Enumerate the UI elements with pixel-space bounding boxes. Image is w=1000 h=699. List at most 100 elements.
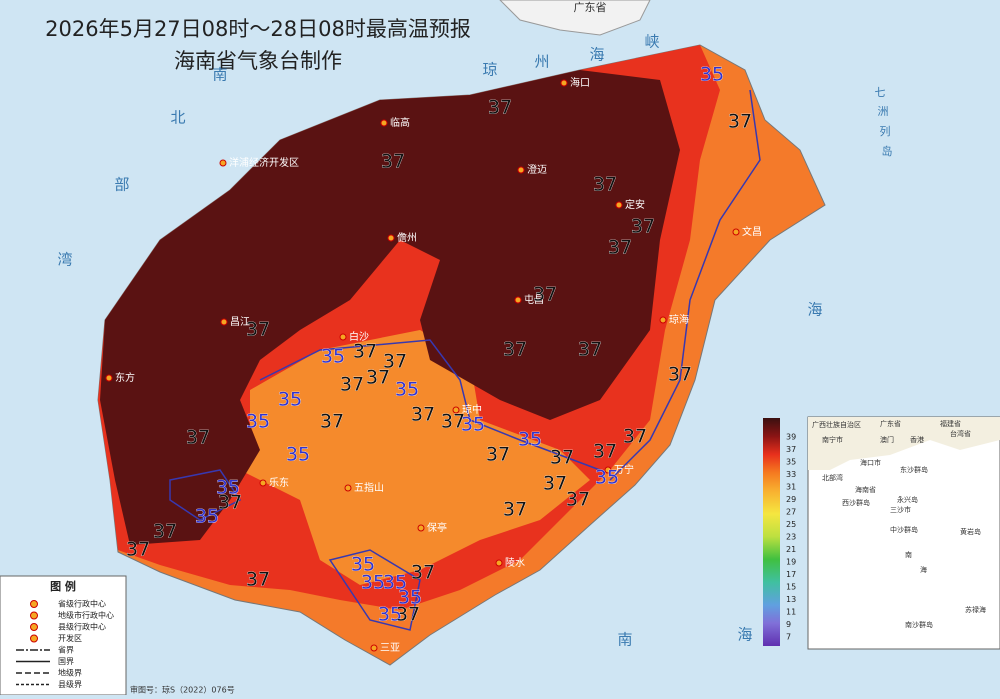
city-label: 琼中	[462, 403, 482, 416]
contour-label: 37	[593, 441, 617, 463]
city-label: 文昌	[742, 225, 762, 238]
city-label: 儋州	[397, 231, 417, 244]
city-dot	[259, 479, 267, 487]
island-orange-core	[240, 330, 590, 585]
inset-label: 三沙市	[890, 505, 911, 514]
city-dot	[417, 524, 425, 532]
city-dot	[514, 296, 522, 304]
sea-label: 海	[737, 626, 752, 644]
colorbar-tick: 9	[786, 620, 791, 629]
city-label: 乐东	[269, 476, 289, 489]
legend-item: 开发区	[58, 633, 82, 643]
city-label: 屯昌	[524, 293, 544, 306]
city-dot	[380, 119, 388, 127]
city-dot	[452, 406, 460, 414]
city-dot	[604, 466, 612, 474]
sea-label: 南	[617, 631, 632, 649]
contour-label: 35	[518, 429, 542, 451]
sea-label: 湾	[57, 251, 72, 269]
legend-item: 县级行政中心	[58, 622, 106, 632]
city-dot	[105, 374, 113, 382]
contour-label: 37	[246, 569, 270, 591]
contour-label: 37	[550, 447, 574, 469]
subtitle: 海南省气象台制作	[174, 49, 342, 73]
legend-box	[0, 575, 127, 696]
inset-label: 广西壮族自治区	[812, 420, 861, 429]
city-dot	[370, 644, 378, 652]
legend-item: 省级行政中心	[58, 599, 106, 609]
contour-label: 35	[351, 554, 375, 576]
inset-label: 海口市	[860, 458, 881, 467]
city-label: 万宁	[614, 463, 634, 476]
legend-item: 县级界	[58, 679, 82, 689]
contour-label: 37	[320, 411, 344, 433]
colorbar-tick: 27	[786, 508, 796, 517]
colorbar-tick: 31	[786, 483, 796, 492]
contour-label: 35	[246, 411, 270, 433]
inset-label: 台湾省	[950, 429, 971, 438]
city-dot	[732, 228, 740, 236]
city-dot	[659, 316, 667, 324]
contour-label: 37	[623, 426, 647, 448]
colorbar-tick: 37	[786, 445, 796, 454]
sea-label: 部	[114, 176, 129, 194]
colorbar-tick: 19	[786, 558, 796, 567]
legend-symbol	[30, 634, 38, 643]
sea-label: 琼	[482, 61, 497, 79]
colorbar	[763, 418, 780, 646]
colorbar-tick: 35	[786, 458, 796, 467]
inset-label: 海南省	[855, 485, 876, 494]
city-label: 昌江	[230, 316, 250, 328]
contour-label: 37	[668, 364, 692, 386]
contour-label: 35	[595, 467, 619, 489]
sea-label: 七	[875, 86, 886, 99]
inset-label: 南宁市	[822, 435, 843, 444]
contour-label: 35	[700, 64, 724, 86]
legend-symbol	[30, 611, 38, 620]
contour-label: 37	[486, 444, 510, 466]
city-dot	[560, 79, 568, 87]
contour-label: 37	[246, 319, 270, 341]
legend-title: 图 例	[50, 579, 76, 593]
inset-label: 香港	[910, 435, 924, 444]
city-label: 定安	[625, 198, 645, 211]
contour-label: 37	[366, 367, 390, 389]
colorbar-tick: 39	[786, 433, 796, 442]
colorbar-tick: 29	[786, 495, 796, 504]
contour-label: 35	[461, 414, 485, 436]
contour-label: 37	[503, 499, 527, 521]
city-label: 海口	[570, 76, 590, 89]
legend-item: 省界	[58, 645, 74, 655]
contour-label: 37	[578, 339, 602, 361]
inset-label: 北部湾	[822, 473, 843, 482]
city-label: 洋浦经济开发区	[229, 156, 299, 169]
colorbar-tick: 15	[786, 583, 796, 592]
colorbar-tick: 33	[786, 470, 796, 479]
city-label: 临高	[390, 116, 410, 129]
colorbar-tick: 21	[786, 545, 796, 554]
city-dot	[344, 484, 352, 492]
footer: 审图号：琼S（2022）076号	[130, 685, 235, 695]
title: 2026年5月27日08时～28日08时最高温预报	[45, 17, 471, 41]
colorbar-tick: 17	[786, 570, 796, 579]
contour-label: 37	[631, 216, 655, 238]
sea-label: 海	[589, 46, 604, 64]
contour-label: 37	[396, 604, 420, 626]
city-dot	[219, 159, 227, 167]
city-dot	[339, 333, 347, 341]
legend-symbol	[30, 600, 38, 608]
contour-label: 37	[608, 237, 632, 259]
contour-line	[169, 89, 761, 631]
inset-label: 海	[920, 565, 927, 574]
contour-label: 35	[321, 346, 345, 368]
sea-label: 峡	[644, 33, 659, 51]
sea-label: 广东省	[574, 1, 607, 14]
legend-item: 地级市行政中心	[58, 610, 114, 620]
sea-label: 洲	[878, 105, 889, 118]
contour-label: 37	[126, 539, 150, 561]
sea-label: 北	[170, 109, 185, 127]
inset-label: 福建省	[940, 419, 961, 428]
contour-label: 35	[195, 506, 219, 528]
city-label: 琼海	[669, 313, 689, 326]
